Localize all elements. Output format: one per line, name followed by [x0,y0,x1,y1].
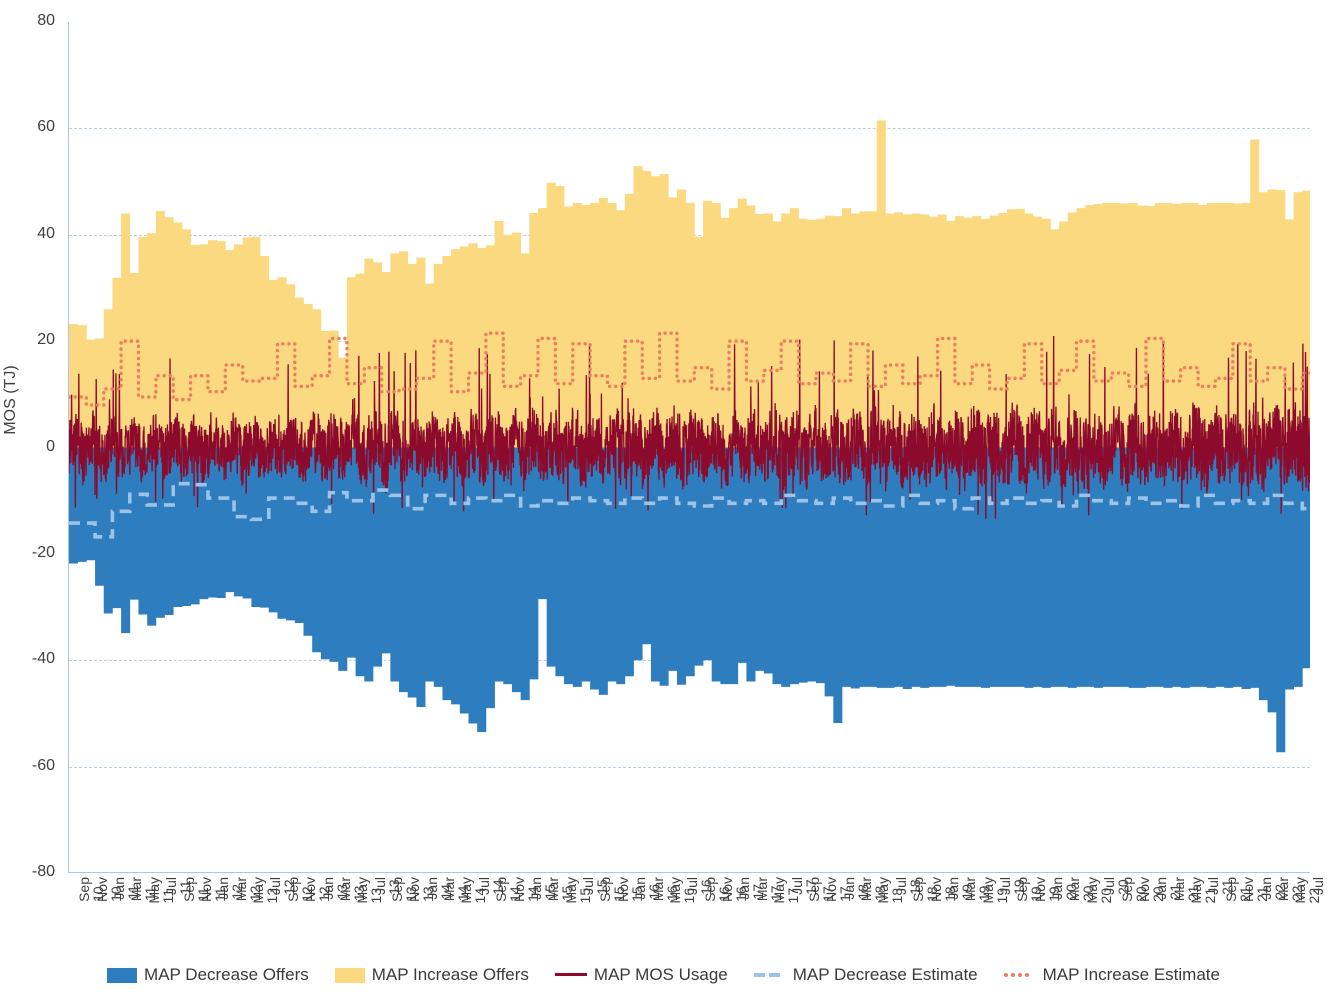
increase-estimate-line [69,331,1310,407]
x-axis-tick-labels: Sep 10 Nov 10 Jan 11 Mar 11 May 11 Jul 11 Sep 11 Nov 11… [68,877,1327,963]
legend-swatch [107,967,138,983]
y-tick-label: 60 [37,118,55,136]
legend-label: MAP Decrease Offers [144,965,309,984]
legend-item[interactable]: MAP Decrease Offers [107,965,309,985]
y-tick-label: -20 [31,543,55,561]
mos-usage-line [69,335,1310,519]
legend-item[interactable]: MAP MOS Usage [554,965,728,985]
legend-swatch [753,973,786,977]
legend-swatch [334,967,365,983]
decrease-offers-area [69,447,1310,753]
legend-label: MAP Increase Offers [371,965,529,984]
legend-label: MAP MOS Usage [593,965,728,984]
legend-label: MAP Decrease Estimate [792,965,978,984]
y-tick-label: 20 [37,331,55,349]
legend-item[interactable]: MAP Increase Estimate [1003,965,1220,985]
legend-swatch [1003,973,1036,977]
decrease-estimate-line [69,481,1310,539]
chart-legend: MAP Decrease Offers MAP Increase Offers MA… [0,958,1327,992]
y-tick-label: -60 [31,756,55,774]
legend-item[interactable]: MAP Increase Offers [334,965,529,985]
x-tick-label: Jul 22 [1309,877,1327,895]
increase-offers-area [69,120,1310,448]
series-layer [69,120,1310,753]
legend-item[interactable]: MAP Decrease Estimate [753,965,978,985]
y-tick-label: 80 [37,12,55,29]
y-tick-label: -40 [31,650,55,668]
plot-area [68,22,1310,873]
gridline [69,128,1310,130]
gridline [69,766,1310,768]
legend-label: MAP Increase Estimate [1042,965,1220,984]
y-tick-label: 0 [46,437,55,455]
y-tick-label: 40 [37,224,55,242]
y-tick-label: -80 [31,863,55,880]
